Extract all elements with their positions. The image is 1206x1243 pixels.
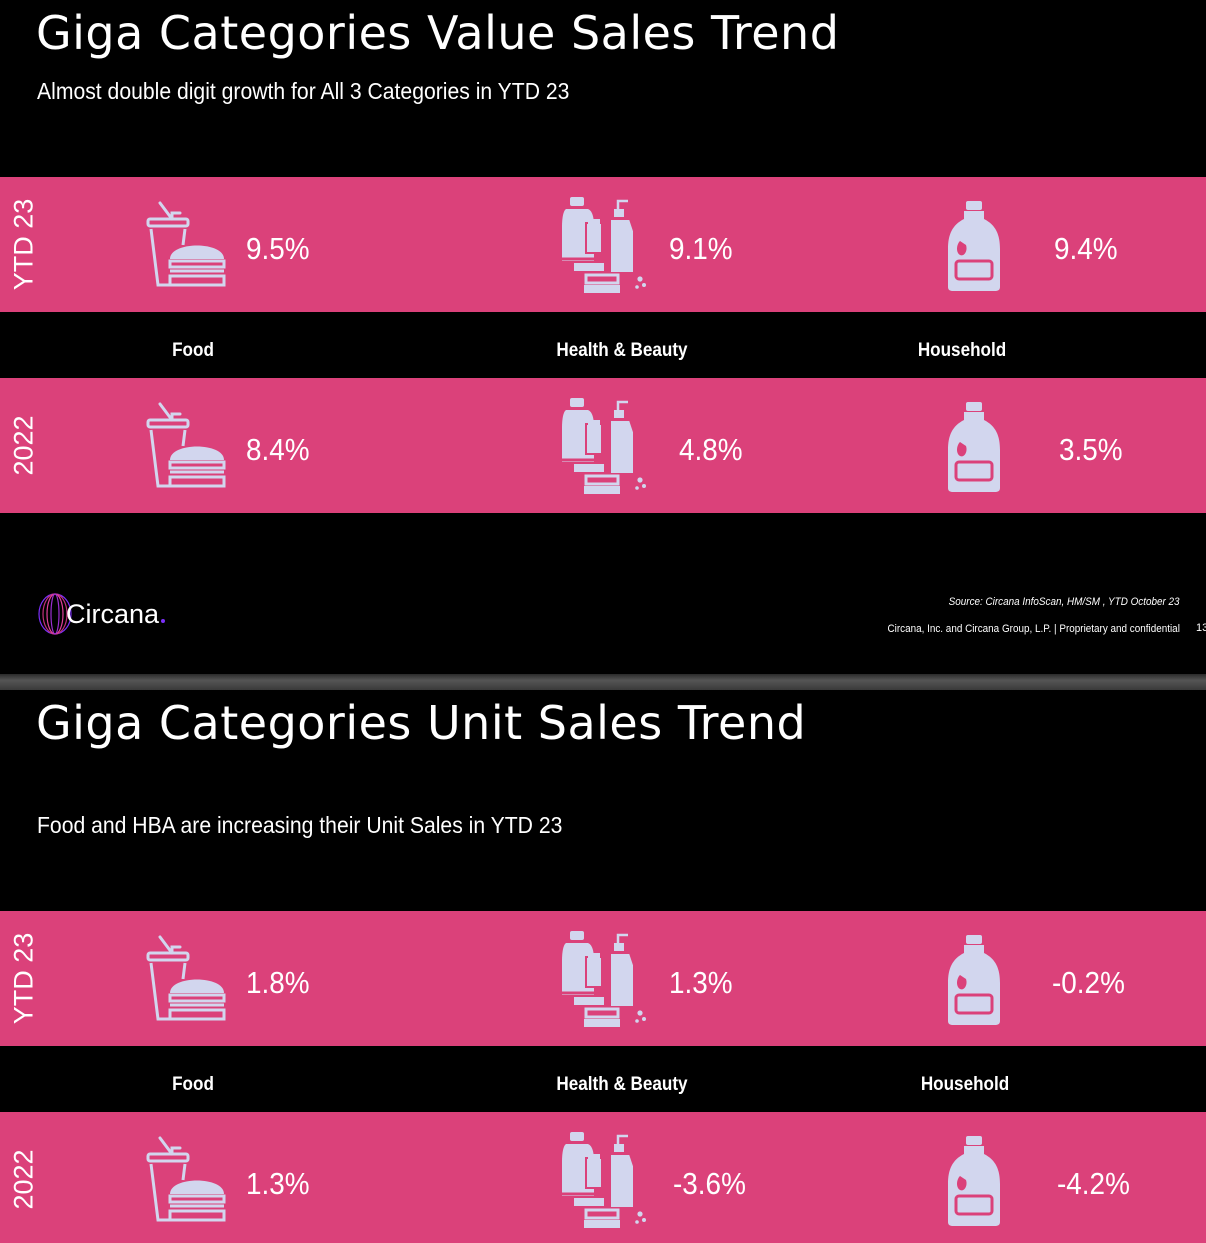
value-food: 9.5% <box>246 231 310 266</box>
food-icon <box>146 1136 228 1226</box>
category-food: Food <box>172 1074 214 1095</box>
band-ytd23: YTD 23 1.8% 1.3% -0.2% <box>0 911 1206 1046</box>
band-ytd23: YTD 23 9.5% 9.1% 9.4% <box>0 177 1206 312</box>
household-icon <box>946 1136 1002 1226</box>
household-icon <box>946 935 1002 1025</box>
health-beauty-icon <box>560 197 652 293</box>
health-beauty-icon <box>560 398 652 494</box>
value-household: 9.4% <box>1054 231 1118 266</box>
legal-note: Circana, Inc. and Circana Group, L.P. | … <box>887 623 1180 635</box>
year-label: 2022 <box>8 415 39 476</box>
value-health-beauty: -3.6% <box>673 1166 746 1201</box>
health-beauty-icon <box>560 1132 652 1228</box>
food-icon <box>146 402 228 492</box>
value-food: 1.3% <box>246 1166 310 1201</box>
value-food: 8.4% <box>246 432 310 467</box>
category-health-beauty: Health & Beauty <box>556 1074 688 1095</box>
logo-dot <box>161 619 166 623</box>
year-label: 2022 <box>8 1149 39 1210</box>
band-2022: 2022 8.4% 4.8% 3.5% <box>0 378 1206 513</box>
slide-value-sales: Giga Categories Value Sales Trend Almost… <box>0 6 1206 636</box>
household-icon <box>946 402 1002 492</box>
year-label: YTD 23 <box>8 198 39 291</box>
value-household: -4.2% <box>1057 1166 1130 1201</box>
slide-title: Giga Categories Value Sales Trend <box>36 6 840 60</box>
page-number: 13 <box>1196 622 1206 634</box>
category-food: Food <box>172 340 214 361</box>
source-note: Source: Circana InfoScan, HM/SM , YTD Oc… <box>949 596 1180 608</box>
slide-subtitle: Almost double digit growth for All 3 Cat… <box>37 78 570 104</box>
value-health-beauty: 4.8% <box>679 432 743 467</box>
slide-unit-sales: Giga Categories Unit Sales Trend Food an… <box>0 690 1206 1243</box>
slide-separator <box>0 674 1206 690</box>
value-food: 1.8% <box>246 965 310 1000</box>
food-icon <box>146 201 228 291</box>
slide-subtitle: Food and HBA are increasing their Unit S… <box>37 812 563 838</box>
value-household: -0.2% <box>1052 965 1125 1000</box>
value-household: 3.5% <box>1059 432 1123 467</box>
category-household: Household <box>920 1074 1010 1095</box>
band-2022: 2022 1.3% -3.6% -4.2% <box>0 1112 1206 1243</box>
year-label: YTD 23 <box>8 932 39 1025</box>
category-health-beauty: Health & Beauty <box>556 340 688 361</box>
household-icon <box>946 201 1002 291</box>
circana-logo-icon <box>38 593 72 635</box>
value-health-beauty: 9.1% <box>669 231 733 266</box>
health-beauty-icon <box>560 931 652 1027</box>
category-household: Household <box>917 340 1007 361</box>
slide-title: Giga Categories Unit Sales Trend <box>36 696 807 750</box>
value-health-beauty: 1.3% <box>669 965 733 1000</box>
circana-logo: Circana <box>36 592 166 636</box>
food-icon <box>146 935 228 1025</box>
logo-text: Circana <box>66 598 160 629</box>
